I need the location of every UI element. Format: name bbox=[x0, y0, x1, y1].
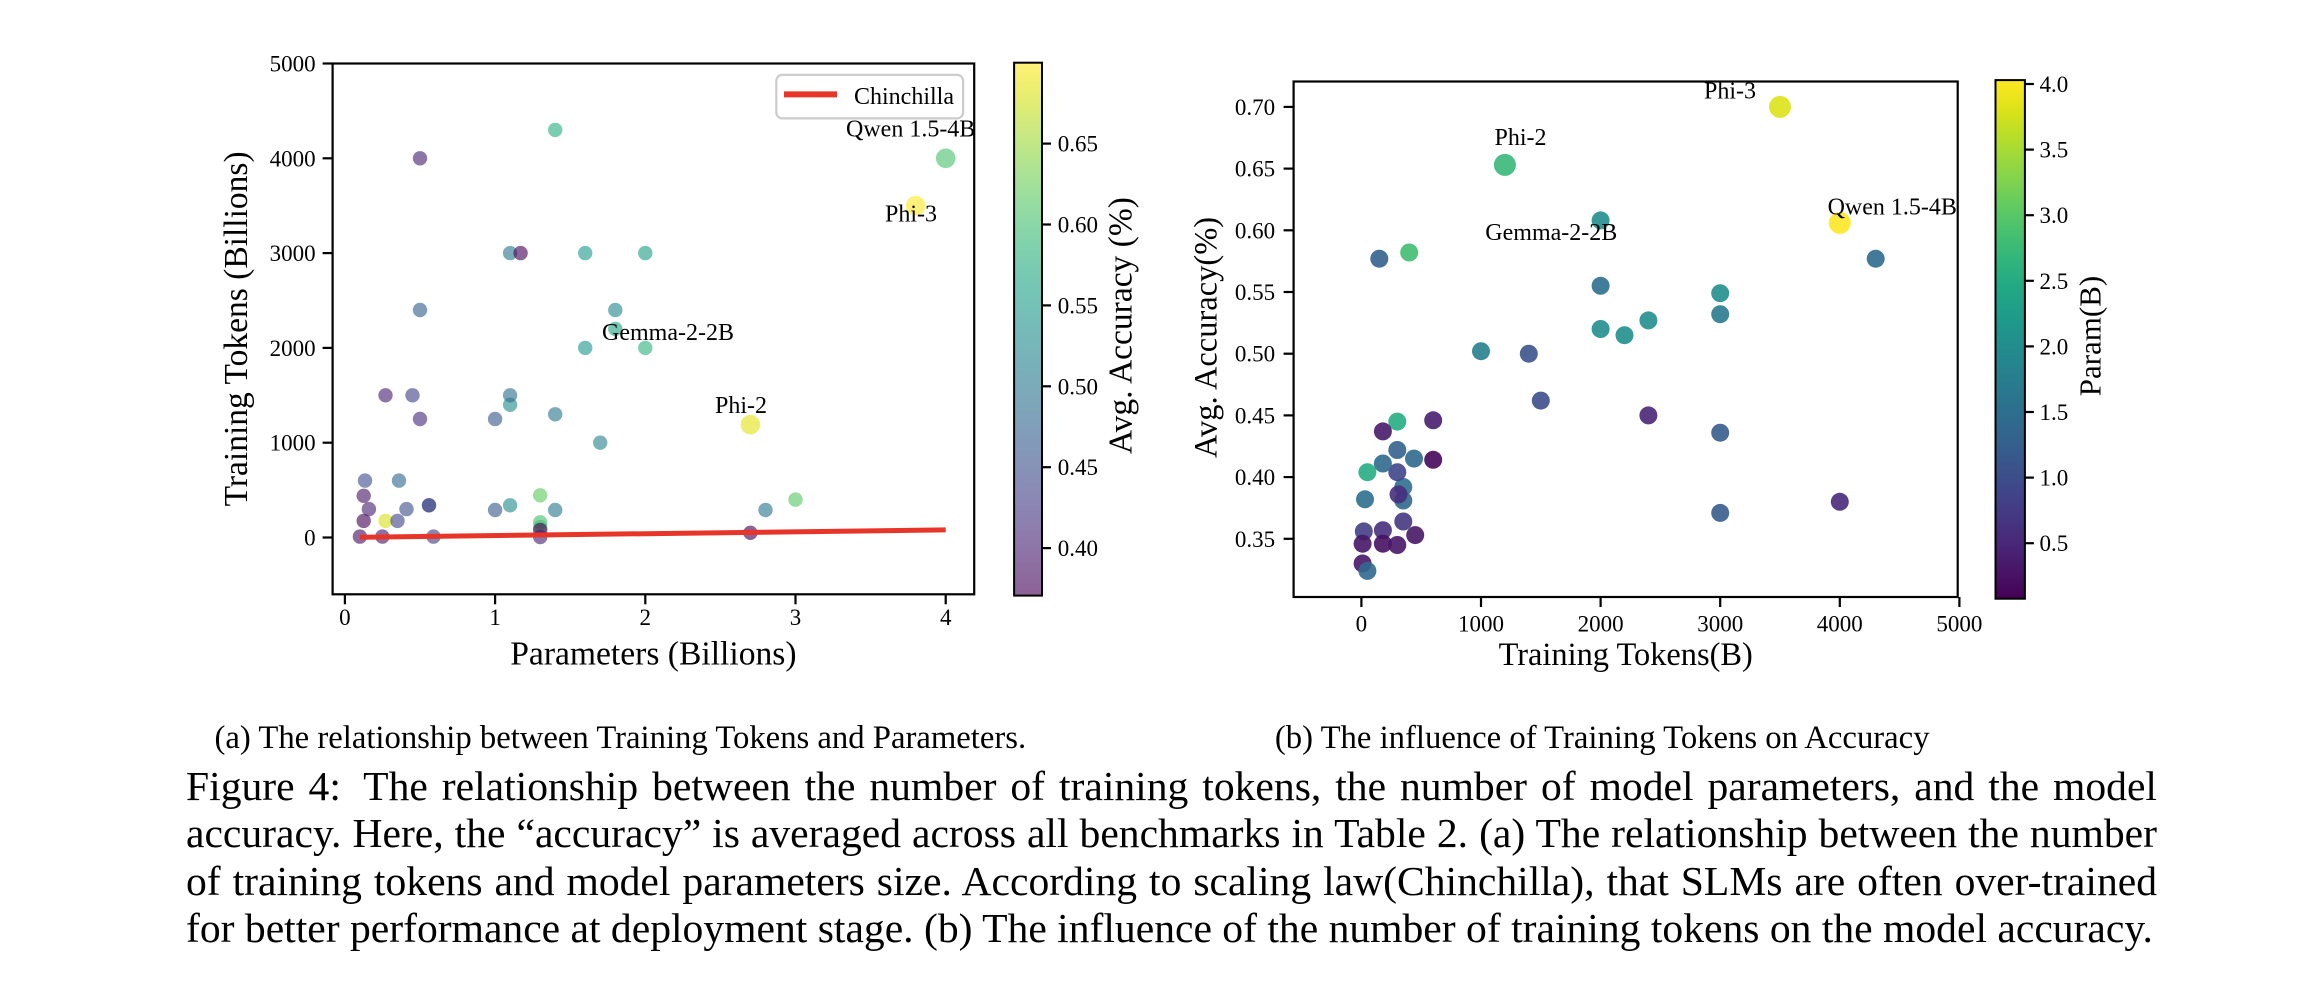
svg-text:Qwen 1.5-4B: Qwen 1.5-4B bbox=[1828, 194, 1957, 220]
svg-text:3000: 3000 bbox=[270, 241, 316, 266]
svg-text:Training Tokens (Billions): Training Tokens (Billions) bbox=[218, 151, 255, 506]
svg-text:Qwen 1.5-4B: Qwen 1.5-4B bbox=[846, 117, 975, 143]
svg-text:0.40: 0.40 bbox=[1058, 536, 1098, 561]
svg-text:2000: 2000 bbox=[270, 336, 316, 361]
svg-text:4000: 4000 bbox=[1817, 612, 1863, 637]
svg-text:2000: 2000 bbox=[1578, 612, 1624, 637]
svg-text:0.50: 0.50 bbox=[1058, 374, 1098, 399]
svg-text:1.0: 1.0 bbox=[2040, 466, 2069, 491]
svg-text:Phi-3: Phi-3 bbox=[885, 202, 937, 228]
svg-text:Chinchilla: Chinchilla bbox=[854, 84, 954, 110]
svg-text:0.55: 0.55 bbox=[1235, 280, 1275, 305]
svg-text:2.5: 2.5 bbox=[2040, 269, 2069, 294]
svg-text:1000: 1000 bbox=[270, 431, 316, 456]
svg-text:Gemma-2-2B: Gemma-2-2B bbox=[602, 320, 734, 346]
svg-text:0.60: 0.60 bbox=[1058, 213, 1098, 238]
svg-text:0.50: 0.50 bbox=[1235, 342, 1275, 367]
svg-text:0: 0 bbox=[304, 526, 316, 551]
svg-text:Phi-2: Phi-2 bbox=[715, 393, 767, 419]
svg-text:0.45: 0.45 bbox=[1058, 455, 1098, 480]
svg-text:1: 1 bbox=[489, 605, 501, 630]
svg-text:Param(B): Param(B) bbox=[2072, 276, 2107, 397]
svg-text:0: 0 bbox=[339, 605, 351, 630]
svg-text:Gemma-2-2B: Gemma-2-2B bbox=[1485, 220, 1617, 246]
svg-text:0.70: 0.70 bbox=[1235, 95, 1275, 120]
svg-text:1.5: 1.5 bbox=[2040, 400, 2069, 425]
svg-text:Training Tokens(B): Training Tokens(B) bbox=[1499, 637, 1753, 673]
svg-text:0.45: 0.45 bbox=[1235, 403, 1275, 428]
svg-text:4.0: 4.0 bbox=[2040, 72, 2069, 97]
svg-text:0.5: 0.5 bbox=[2040, 531, 2069, 556]
svg-text:0.65: 0.65 bbox=[1235, 157, 1275, 182]
svg-text:4: 4 bbox=[940, 605, 952, 630]
svg-text:3000: 3000 bbox=[1697, 612, 1743, 637]
svg-text:Phi-3: Phi-3 bbox=[1704, 79, 1756, 105]
svg-text:Avg. Accuracy(%): Avg. Accuracy(%) bbox=[1188, 217, 1224, 458]
svg-text:1000: 1000 bbox=[1458, 612, 1504, 637]
svg-text:0.35: 0.35 bbox=[1235, 527, 1275, 552]
svg-text:0.40: 0.40 bbox=[1235, 465, 1275, 490]
svg-text:4000: 4000 bbox=[270, 146, 316, 171]
svg-text:3: 3 bbox=[790, 605, 802, 630]
svg-text:3.0: 3.0 bbox=[2040, 203, 2069, 228]
svg-text:2.0: 2.0 bbox=[2040, 334, 2069, 359]
svg-text:0.65: 0.65 bbox=[1058, 132, 1098, 157]
svg-text:0: 0 bbox=[1356, 612, 1368, 637]
svg-text:Phi-2: Phi-2 bbox=[1495, 125, 1547, 151]
svg-text:3.5: 3.5 bbox=[2040, 138, 2069, 163]
svg-text:2: 2 bbox=[640, 605, 652, 630]
svg-text:0.60: 0.60 bbox=[1235, 218, 1275, 243]
svg-text:Avg. Accuracy (%): Avg. Accuracy (%) bbox=[1103, 197, 1140, 454]
svg-text:5000: 5000 bbox=[270, 52, 316, 77]
svg-text:5000: 5000 bbox=[1936, 612, 1982, 637]
svg-text:Parameters (Billions): Parameters (Billions) bbox=[510, 636, 796, 673]
svg-text:0.55: 0.55 bbox=[1058, 293, 1098, 318]
